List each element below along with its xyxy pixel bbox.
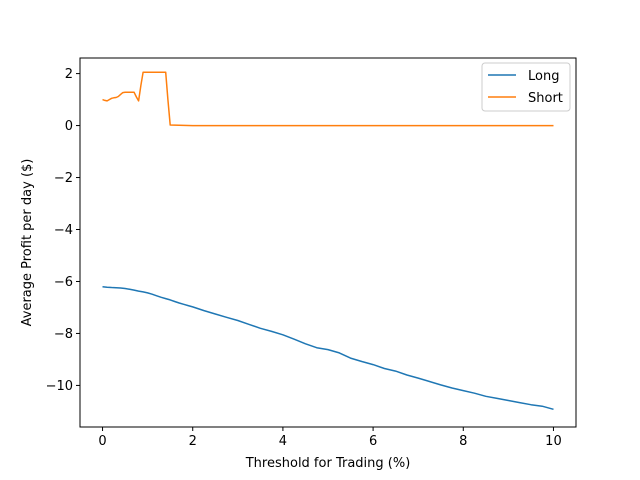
x-tick-label: 8 — [459, 434, 467, 449]
x-tick-label: 6 — [369, 434, 377, 449]
y-axis-ticks: 2 0 −2 −4 −6 −8 −10 — [46, 67, 80, 394]
x-axis-label: Threshold for Trading (%) — [245, 456, 411, 471]
y-tick-label: 0 — [65, 119, 73, 134]
y-tick-label: −10 — [46, 379, 73, 394]
y-tick-label: −8 — [54, 327, 73, 342]
x-tick-label: 4 — [279, 434, 287, 449]
x-tick-label: 0 — [98, 434, 106, 449]
y-tick-label: −2 — [54, 171, 73, 186]
plot-area — [102, 71, 554, 411]
series-line-long — [102, 285, 554, 411]
x-tick-label: 2 — [189, 434, 197, 449]
legend: Long Short — [481, 62, 571, 112]
y-axis-label: Average Profit per day ($) — [20, 159, 35, 327]
x-tick-label: 10 — [545, 434, 562, 449]
series-line-short — [102, 71, 554, 127]
y-tick-label: 2 — [65, 67, 73, 82]
legend-label-long: Long — [528, 69, 559, 84]
legend-label-short: Short — [528, 91, 563, 106]
y-tick-label: −4 — [54, 223, 73, 238]
x-axis-ticks: 0 2 4 6 8 10 — [98, 427, 562, 449]
axes-frame — [79, 57, 577, 428]
y-tick-label: −6 — [54, 275, 73, 290]
